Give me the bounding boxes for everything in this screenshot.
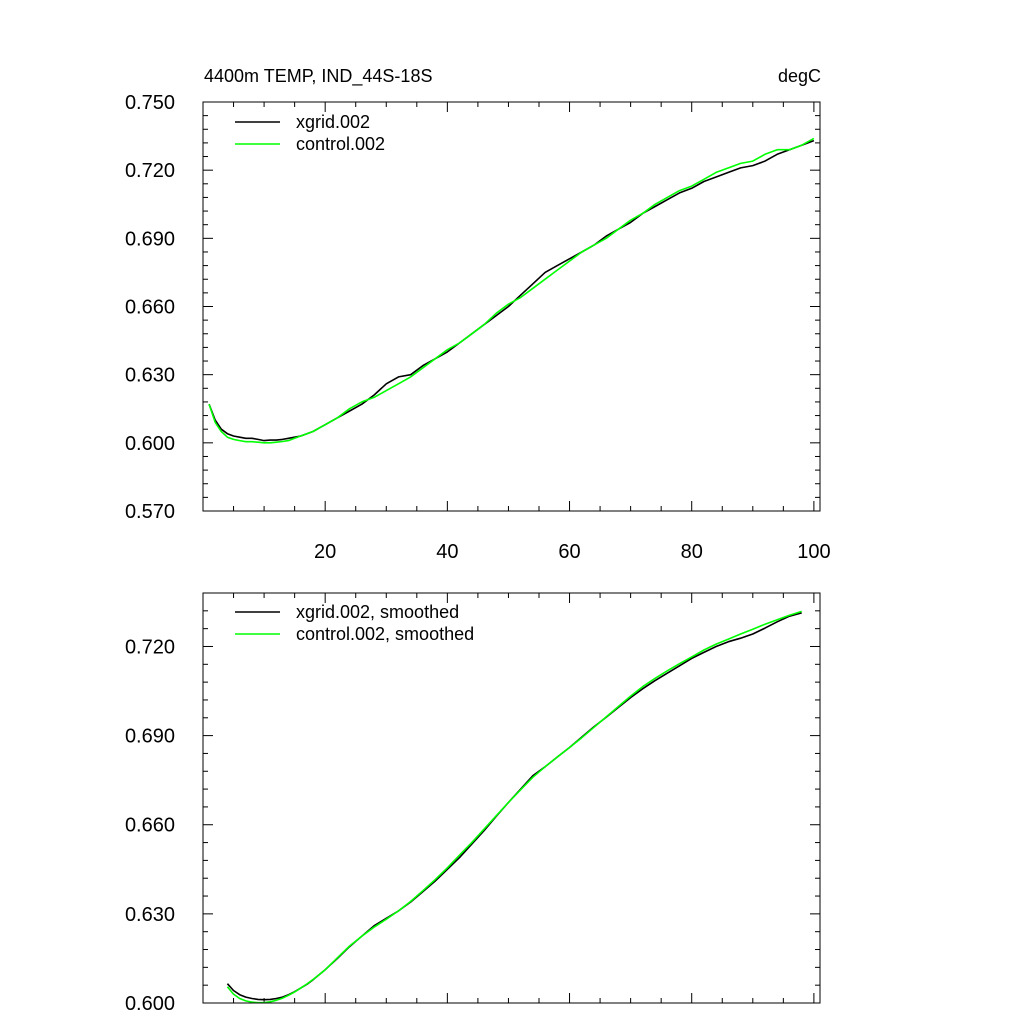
top-xtick-label: 20 <box>314 541 336 563</box>
top-series-line-control <box>208 137 815 444</box>
bottom-ytick-label: 0.660 <box>125 815 175 837</box>
bottom-panel: 0.600 0.630 0.660 0.690 0.720 xgrid.002, smoo… <box>125 592 821 1015</box>
bottom-series-line-xgrid <box>226 612 802 1001</box>
top-legend-label-control: control.002 <box>296 134 385 154</box>
top-ytick-label: 0.720 <box>125 160 175 182</box>
top-xtick-label: 60 <box>558 541 580 563</box>
top-ytick-label: 0.690 <box>125 228 175 250</box>
top-panel-units: degC <box>778 66 821 86</box>
top-xtick-label: 40 <box>436 541 458 563</box>
top-panel-frame <box>202 101 821 512</box>
top-ytick-label: 0.570 <box>125 501 175 523</box>
top-series-line-xgrid <box>208 139 815 442</box>
top-ytick-label: 0.600 <box>125 433 175 455</box>
top-panel-marks: 0.570 0.600 0.630 0.660 0.690 0.720 0.750 20 40 6… <box>125 92 831 563</box>
bottom-legend-label-control: control.002, smoothed <box>296 624 474 644</box>
top-panel: 4400m TEMP, IND_44S-18S degC 0.5700.6000… <box>125 66 831 563</box>
top-ytick-label: 0.750 <box>125 92 175 114</box>
bottom-legend-label-xgrid: xgrid.002, smoothed <box>296 602 459 622</box>
top-legend-label-xgrid: xgrid.002 <box>296 112 370 132</box>
top-ytick-label: 0.660 <box>125 297 175 319</box>
top-xtick-label: 80 <box>681 541 703 563</box>
bottom-panel-marks: 0.600 0.630 0.660 0.690 0.720 xgrid.002, smoo… <box>125 592 820 1015</box>
bottom-series-line-control <box>226 610 802 1004</box>
top-panel-title: 4400m TEMP, IND_44S-18S <box>204 66 432 87</box>
top-ytick-label: 0.630 <box>125 365 175 387</box>
bottom-ytick-label: 0.600 <box>125 993 175 1015</box>
bottom-ytick-label: 0.720 <box>125 636 175 658</box>
bottom-ytick-label: 0.690 <box>125 726 175 748</box>
bottom-ytick-label: 0.630 <box>125 904 175 926</box>
bottom-panel-frame <box>202 592 821 1004</box>
top-xtick-label: 100 <box>797 541 830 563</box>
